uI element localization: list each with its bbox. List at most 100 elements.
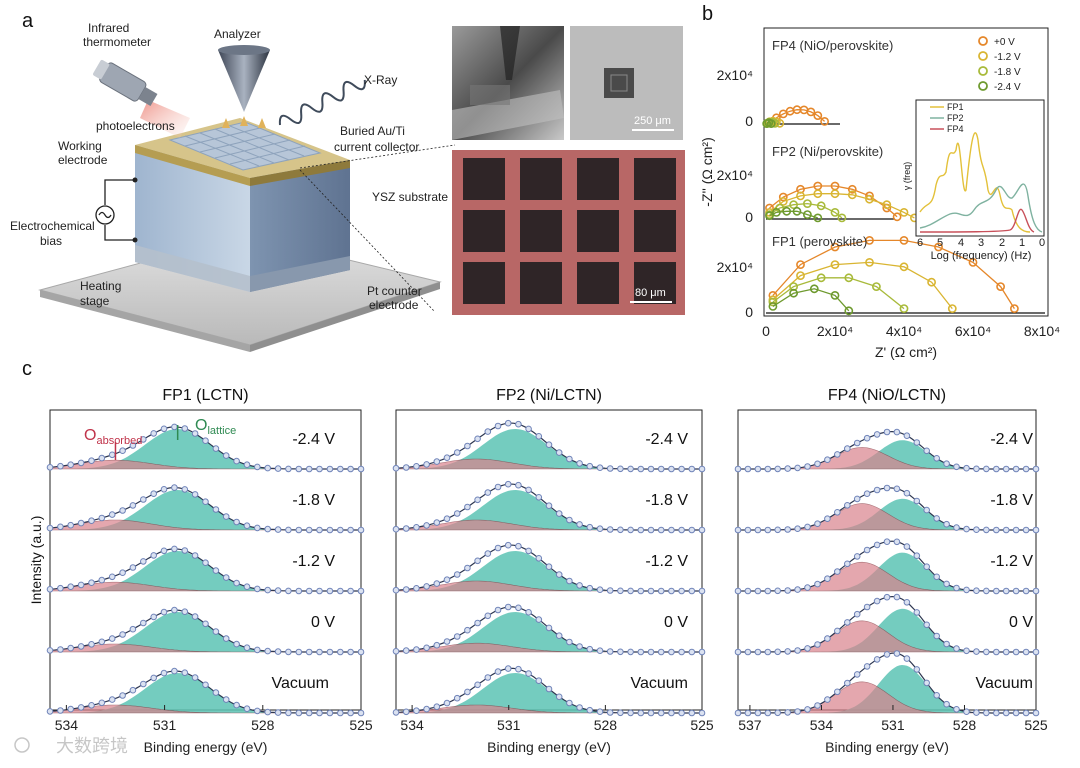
photoelectron-marks	[222, 116, 266, 128]
lattice-oxygen-peak	[50, 490, 361, 530]
xps-point	[443, 638, 451, 645]
eis-point	[865, 235, 874, 245]
xps-point	[627, 587, 634, 595]
xps-point	[171, 667, 178, 675]
xps-point	[893, 485, 901, 493]
eis-point	[837, 213, 847, 223]
xps-point	[814, 460, 821, 468]
xps-point	[555, 693, 563, 701]
xps-point	[883, 651, 891, 658]
xps-point	[883, 428, 891, 436]
label-echem-2: bias	[40, 234, 62, 248]
eis-fit-line	[772, 288, 850, 312]
xps-point	[202, 437, 209, 445]
label-echem-1: Electrochemical	[10, 219, 95, 233]
xps-point	[734, 465, 742, 473]
xps-point	[963, 525, 970, 533]
xps-point	[160, 669, 168, 677]
eis-point	[789, 200, 798, 210]
leader-lines	[299, 144, 456, 313]
xps-point	[1032, 465, 1040, 473]
micrograph-sample: 250 μm	[570, 26, 683, 140]
xps-point	[129, 625, 137, 633]
xps-point	[913, 666, 921, 673]
eis-point	[947, 304, 957, 313]
eis-point	[796, 191, 805, 201]
xps-point	[316, 465, 323, 473]
xps-voltage-label: -1.2 V	[645, 553, 688, 570]
lattice-oxygen-peak	[738, 440, 1036, 469]
xps-point	[337, 587, 344, 595]
xps-point	[1012, 587, 1020, 595]
grid-pad	[634, 262, 676, 304]
xps-point	[893, 538, 901, 546]
xps-point	[88, 517, 95, 525]
xps-point	[326, 587, 334, 595]
eis-title-fp4: FP4 (NiO/perovskite)	[772, 38, 893, 53]
xps-point	[668, 465, 675, 473]
xps-point	[844, 445, 851, 452]
eis-plot-area	[762, 105, 1045, 316]
xps-point	[67, 705, 74, 713]
xps-point	[566, 516, 573, 524]
xps-point	[617, 709, 624, 717]
eis-point	[865, 194, 874, 204]
xps-point	[212, 628, 220, 635]
xps-point	[295, 465, 303, 473]
xps-point	[576, 643, 583, 650]
xps-trace-0V: 0 V	[734, 593, 1040, 656]
xps-point	[504, 603, 512, 611]
xps-point	[903, 432, 911, 440]
xps-point	[202, 498, 209, 506]
xps-point	[774, 465, 782, 473]
xps-voltage-label: -1.2 V	[292, 553, 335, 570]
xps-point	[285, 526, 292, 534]
xps-point	[67, 644, 74, 652]
inset-xtick-3: 3	[978, 237, 984, 249]
xps-point	[764, 587, 772, 595]
xps-point	[814, 702, 821, 709]
bias-circuit	[95, 179, 135, 241]
xps-point	[357, 526, 365, 534]
eis-y-axis-label: -Z'' (Ω cm²)	[699, 137, 715, 206]
xps-point	[545, 502, 553, 510]
xps-point	[171, 545, 178, 553]
xps-xtick-label: 531	[881, 717, 905, 733]
xps-point	[98, 699, 106, 707]
xps-xtick-label: 531	[497, 717, 521, 733]
inset-xtick-0: 0	[1039, 237, 1045, 249]
xps-point	[160, 608, 168, 616]
xps-point	[57, 523, 64, 531]
eis-fit-line	[772, 239, 1015, 309]
xps-point	[1002, 526, 1010, 534]
xps-point	[484, 550, 492, 557]
xps-point	[1032, 526, 1040, 534]
xps-point	[754, 465, 762, 473]
pt-layer-side	[250, 256, 350, 292]
lattice-oxygen-peak	[396, 612, 702, 652]
xps-point	[824, 456, 831, 464]
xps-point	[657, 465, 665, 473]
xps-point	[963, 647, 970, 655]
xps-point	[464, 688, 471, 696]
xps-point	[88, 702, 95, 709]
pt-layer-front	[135, 245, 250, 292]
xps-point	[933, 573, 941, 581]
inset-y-label: γ (freq)	[902, 162, 912, 191]
xps-trace--18V: -1.8 V	[392, 480, 706, 534]
panel-a-schematic: a	[10, 10, 685, 352]
xps-point	[171, 423, 178, 431]
xps-trace--18V: -1.8 V	[46, 484, 365, 534]
label-infrared: Infrared	[88, 21, 129, 35]
xps-xtick-label: 525	[349, 717, 373, 733]
xps-point	[212, 445, 220, 452]
xps-point	[525, 547, 532, 555]
inset-xtick-6: 6	[917, 237, 923, 249]
xps-point	[586, 706, 594, 714]
eis-point	[768, 297, 778, 307]
circuit-node-top	[132, 177, 138, 183]
xps-point	[627, 465, 634, 473]
xps-point	[243, 461, 251, 469]
xps-point	[494, 668, 502, 675]
